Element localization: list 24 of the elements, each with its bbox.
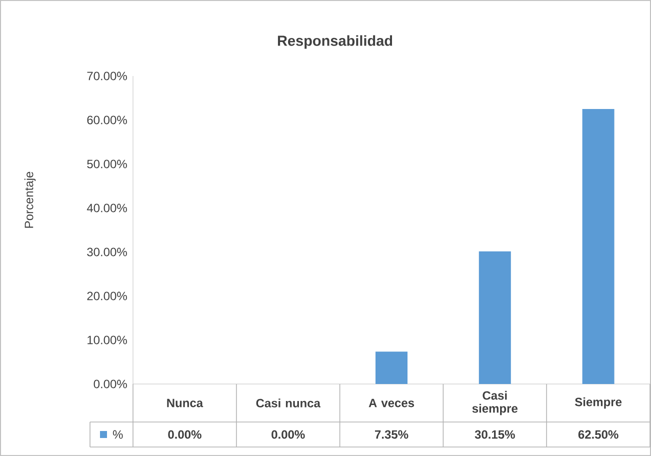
data-label: 7.35% bbox=[375, 430, 408, 439]
bar bbox=[478, 251, 511, 384]
legend-label: % bbox=[112, 430, 123, 439]
bar bbox=[376, 352, 408, 384]
data-label: 0.00% bbox=[168, 430, 202, 439]
y-tick-label: 60.00% bbox=[87, 116, 127, 124]
data-label: 30.15% bbox=[474, 430, 515, 439]
x-tick-label: Nunca bbox=[167, 398, 204, 408]
y-tick-label: 0.00% bbox=[94, 380, 127, 388]
y-tick-label: 50.00% bbox=[87, 160, 127, 168]
x-tick-label: A veces bbox=[368, 398, 414, 408]
bar bbox=[582, 109, 614, 384]
x-tick-label: Siempre bbox=[574, 397, 622, 409]
y-axis-title: Porcentaje bbox=[24, 172, 36, 228]
x-tick-label: Casi nunca bbox=[256, 398, 321, 408]
y-tick-label: 10.00% bbox=[88, 336, 127, 344]
data-label: 0.00% bbox=[272, 430, 305, 439]
data-label: 62.50% bbox=[578, 430, 618, 439]
y-tick-label: 40.00% bbox=[86, 204, 127, 212]
y-tick-label: 70.00% bbox=[87, 72, 127, 80]
x-tick-label: Casi siempre bbox=[472, 390, 518, 416]
y-tick-label: 30.00% bbox=[87, 248, 127, 256]
chart-title: Responsabilidad bbox=[278, 35, 392, 49]
y-tick-label: 20.00% bbox=[87, 292, 127, 300]
